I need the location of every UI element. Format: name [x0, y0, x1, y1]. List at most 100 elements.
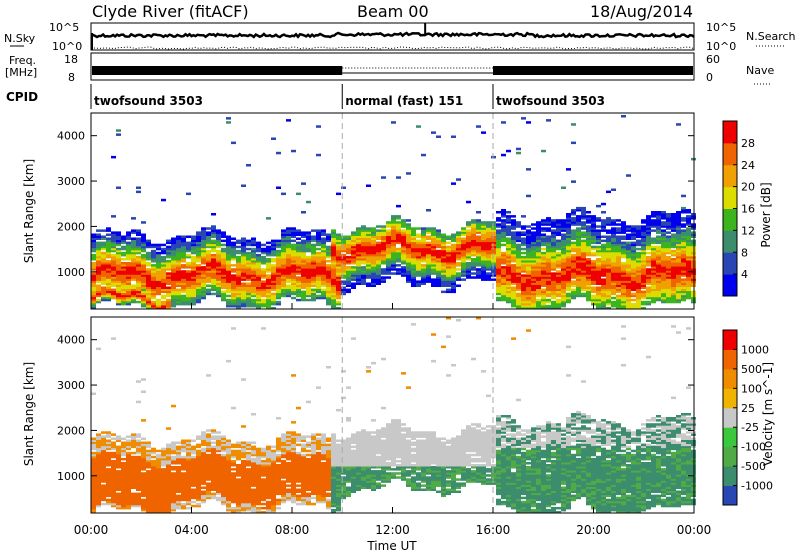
data-cell: [271, 243, 276, 247]
data-cell: [506, 211, 511, 214]
data-cell: [506, 245, 511, 249]
data-cell: [116, 253, 121, 257]
data-cell: [441, 253, 446, 257]
data-cell: [201, 245, 206, 249]
data-cell: [236, 264, 241, 267]
data-cell: [421, 266, 426, 269]
data-cell: [271, 241, 276, 245]
data-cell: [521, 290, 526, 294]
data-cell: [641, 274, 646, 277]
data-cell: [176, 470, 181, 473]
data-cell: [326, 235, 331, 238]
data-cell: [621, 223, 626, 226]
data-cell: [271, 245, 276, 249]
data-cell: [626, 227, 631, 230]
data-cell: [296, 237, 301, 240]
data-cell: [236, 294, 241, 298]
data-cell: [261, 258, 266, 261]
data-cell: [111, 498, 116, 502]
data-cell: [326, 280, 331, 283]
data-cell: [171, 300, 176, 304]
data-cell: [496, 239, 501, 243]
data-cell: [116, 498, 121, 502]
data-cell: [666, 268, 671, 271]
data-cell: [201, 284, 206, 287]
data-cell: [401, 221, 406, 224]
data-cell: [526, 300, 531, 304]
data-cell: [416, 268, 421, 271]
data-cell: [171, 441, 176, 444]
data-cell: [681, 211, 686, 214]
data-cell: [161, 451, 166, 455]
data-cell: [151, 245, 156, 249]
data-cell: [261, 247, 266, 251]
data-cell: [486, 247, 491, 251]
data-cell: [156, 270, 161, 273]
data-cell: [106, 457, 111, 461]
data-cell: [551, 290, 556, 294]
data-cell: [286, 294, 291, 298]
data-cell: [116, 462, 121, 465]
data-cell: [666, 241, 671, 245]
data-cell: [486, 225, 491, 228]
data-cell: [226, 262, 231, 265]
data-cell: [211, 280, 216, 283]
data-cell: [656, 251, 661, 255]
data-cell: [606, 217, 611, 220]
data-cell: [466, 266, 471, 269]
data-cell: [476, 221, 481, 224]
data-cell: [141, 459, 146, 463]
data-cell: [241, 282, 246, 285]
data-cell: [636, 298, 641, 302]
data-cell: [271, 292, 276, 296]
data-cell: [676, 266, 681, 269]
data-cell: [311, 249, 316, 253]
data-cell: [531, 233, 536, 236]
data-cell: [446, 268, 451, 271]
data-cell: [501, 278, 506, 281]
data-cell: [576, 262, 581, 265]
data-cell: [541, 237, 546, 240]
data-cell: [676, 274, 681, 277]
data-cell: [606, 251, 611, 255]
data-cell: [106, 447, 111, 451]
data-cell: [621, 304, 626, 308]
data-cell: [496, 280, 501, 283]
data-cell: [526, 243, 531, 247]
data-cell: [191, 490, 196, 493]
data-cell: [596, 225, 601, 228]
data-cell: [181, 245, 186, 249]
data-cell: [296, 278, 301, 281]
data-cell: [181, 239, 186, 243]
data-cell: [391, 268, 396, 271]
data-cell: [161, 502, 166, 506]
data-cell: [226, 290, 231, 294]
data-cell: [506, 229, 511, 232]
data-cell: [231, 284, 236, 287]
data-cell: [461, 278, 466, 281]
data-cell: [571, 123, 576, 126]
data-cell: [601, 284, 606, 287]
data-cell: [186, 468, 191, 471]
data-cell: [116, 296, 121, 300]
data-cell: [671, 253, 676, 257]
data-cell: [376, 272, 381, 275]
data-cell: [156, 298, 161, 302]
data-cell: [426, 278, 431, 281]
data-cell: [376, 253, 381, 257]
data-cell: [636, 286, 641, 289]
data-cell: [541, 264, 546, 267]
data-cell: [171, 288, 176, 292]
data-cell: [186, 292, 191, 296]
data-cell: [251, 243, 256, 247]
data-cell: [161, 262, 166, 265]
data-cell: [261, 260, 266, 263]
data-cell: [166, 496, 171, 500]
data-cell: [571, 264, 576, 267]
data-cell: [346, 245, 351, 249]
data-cell: [211, 288, 216, 292]
data-cell: [446, 270, 451, 273]
data-cell: [451, 260, 456, 263]
data-cell: [166, 464, 171, 467]
data-cell: [161, 494, 166, 498]
